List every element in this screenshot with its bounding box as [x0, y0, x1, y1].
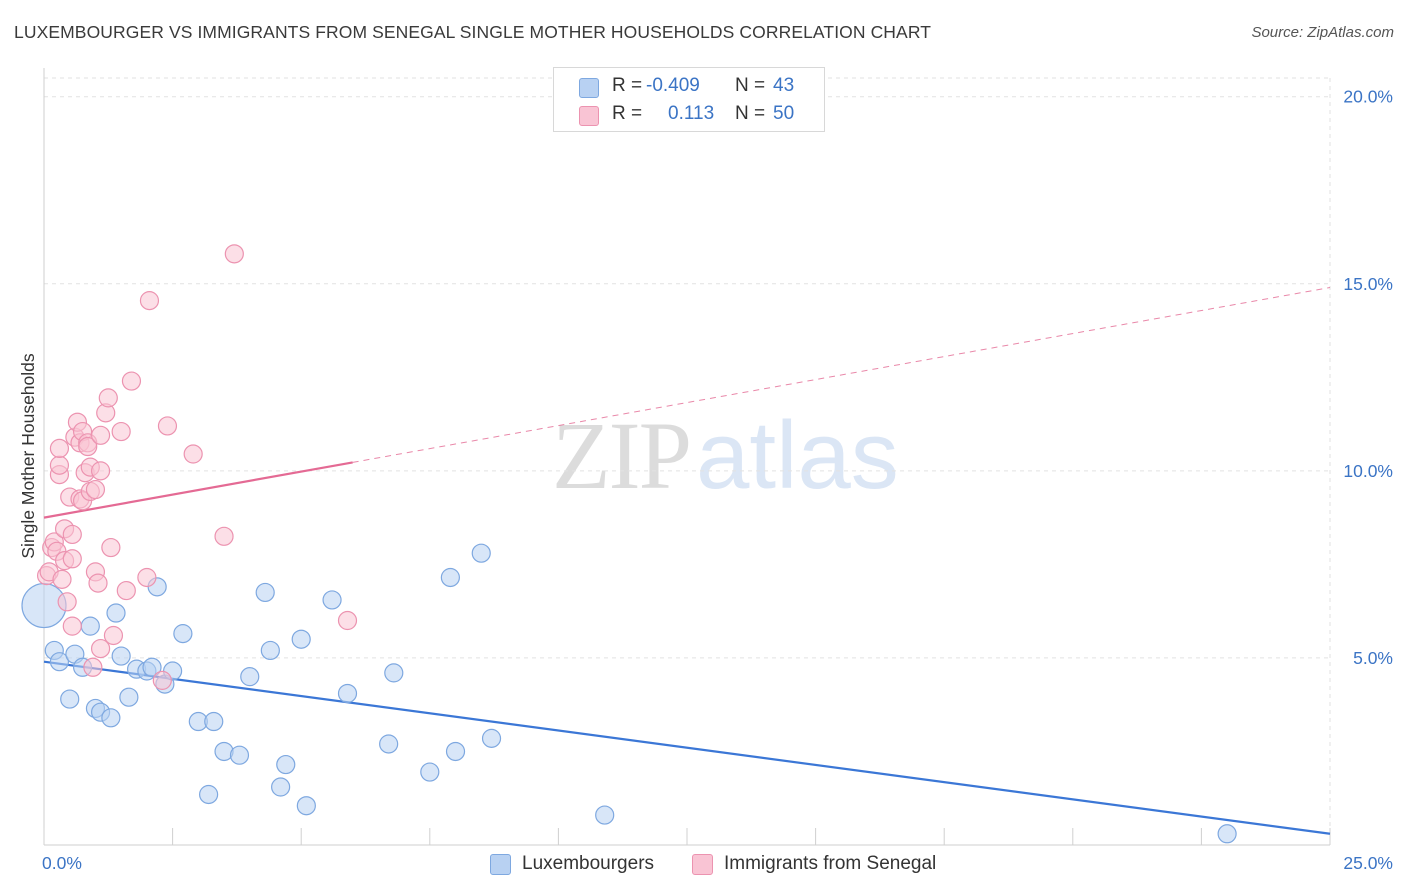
gridlines — [44, 77, 1331, 845]
trend-lines — [43, 287, 1331, 835]
legend-label: Immigrants from Senegal — [724, 853, 937, 874]
r-label: R = — [612, 75, 643, 96]
data-point — [322, 590, 342, 610]
data-point — [1217, 824, 1237, 844]
data-point — [116, 580, 136, 601]
data-point — [595, 805, 615, 825]
data-point — [62, 524, 82, 545]
data-point — [199, 784, 219, 805]
data-point — [83, 657, 103, 677]
data-point — [88, 573, 108, 593]
r-label: R = — [612, 103, 643, 124]
n-label: N = — [735, 75, 766, 96]
data-point — [90, 638, 111, 659]
data-point — [481, 728, 502, 748]
legend-swatch-blue — [490, 854, 511, 875]
data-point — [255, 582, 275, 603]
legend-swatch-blue — [579, 78, 599, 98]
x-tick-label-min: 0.0% — [42, 853, 82, 873]
series-luxembourgers — [21, 543, 1237, 844]
y-axis-label: Single Mother Households — [18, 353, 38, 559]
data-point — [137, 567, 157, 588]
trend-line-solid — [43, 660, 1331, 835]
data-point — [49, 652, 70, 672]
data-point — [80, 616, 100, 636]
data-point — [121, 371, 142, 391]
n-value: 50 — [773, 103, 795, 124]
data-point — [52, 569, 72, 589]
series-senegal — [36, 244, 358, 690]
data-point — [379, 734, 399, 754]
data-point — [90, 461, 111, 481]
data-point — [224, 244, 244, 264]
data-point — [229, 745, 250, 765]
data-point — [183, 444, 203, 464]
axes — [43, 68, 1331, 846]
n-label: N = — [735, 103, 766, 124]
data-point — [139, 291, 160, 311]
data-point — [111, 421, 131, 442]
data-point — [111, 646, 131, 666]
legend-row-senegal: R = 0.113 N = 50 — [554, 100, 824, 130]
x-tick-label-max: 25.0% — [1343, 853, 1393, 873]
chart-title: LUXEMBOURGER VS IMMIGRANTS FROM SENEGAL … — [14, 22, 932, 42]
data-point — [98, 388, 118, 408]
correlation-legend: R = -0.409 N = 43 R = 0.113 N = 50 — [553, 67, 825, 132]
legend-label: Luxembourgers — [522, 853, 655, 874]
data-point — [337, 610, 358, 631]
data-point — [119, 687, 139, 707]
data-point — [214, 526, 234, 546]
data-point — [90, 425, 111, 445]
r-value: 0.113 — [668, 103, 715, 124]
data-point — [62, 549, 82, 569]
data-point — [152, 670, 172, 690]
data-points — [21, 244, 1237, 844]
data-point — [103, 625, 124, 646]
data-point — [276, 754, 296, 775]
data-point — [57, 592, 77, 612]
data-point — [101, 708, 121, 728]
tick-labels: 5.0% 10.0% 15.0% 20.0% 0.0% 25.0% — [42, 87, 1393, 873]
data-point — [204, 711, 224, 732]
y-tick-label: 5.0% — [1353, 648, 1393, 668]
data-point — [49, 438, 70, 459]
trend-line-dashed — [352, 287, 1331, 463]
legend-row-luxembourgers: R = -0.409 N = 43 — [554, 72, 824, 102]
data-point — [142, 657, 162, 677]
chart-source: Source: ZipAtlas.com — [1251, 24, 1394, 41]
data-point — [101, 537, 121, 558]
data-point — [420, 762, 440, 782]
legend-swatch-pink — [579, 106, 599, 126]
y-tick-label: 15.0% — [1343, 274, 1393, 294]
data-point — [384, 663, 404, 683]
data-point — [260, 640, 280, 661]
data-point — [440, 567, 460, 588]
data-point — [49, 455, 70, 475]
data-point — [62, 616, 82, 636]
n-value: 43 — [773, 75, 795, 96]
data-point — [60, 689, 80, 709]
y-tick-label: 20.0% — [1343, 87, 1393, 107]
trend-line-solid — [43, 461, 353, 519]
data-point — [78, 436, 98, 457]
data-point — [106, 603, 126, 623]
data-point — [337, 683, 358, 704]
data-point — [445, 741, 466, 762]
data-point — [296, 796, 316, 816]
legend-swatch-pink — [692, 854, 713, 875]
data-point — [157, 416, 178, 436]
data-point — [291, 629, 311, 649]
data-point — [240, 667, 260, 687]
data-point — [471, 543, 491, 563]
data-point — [173, 624, 193, 644]
data-point — [85, 479, 106, 500]
r-value: -0.409 — [646, 75, 700, 96]
y-tick-label: 10.0% — [1343, 461, 1393, 481]
data-point — [271, 777, 291, 797]
